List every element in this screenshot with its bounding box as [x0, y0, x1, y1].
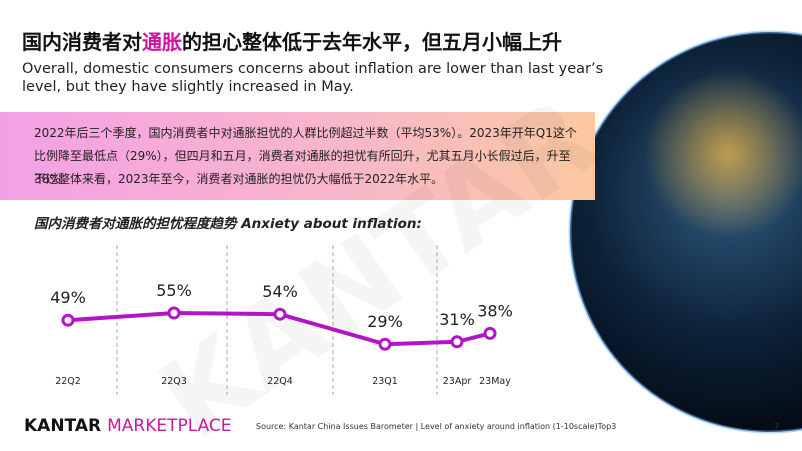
marker	[167, 306, 181, 320]
x-tick-label: 23Q1	[372, 376, 398, 387]
value-label: 55%	[156, 281, 192, 300]
watermark: KANTAR	[137, 73, 619, 451]
summary-text: 2022年后三个季度，国内消费者中对通胀担忧的人群比例超过半数（平均53%）。2…	[34, 126, 577, 186]
logo: KANTAR MARKETPLACE	[24, 416, 232, 436]
value-label: 49%	[50, 288, 86, 307]
x-tick-label: 22Q2	[55, 376, 81, 387]
subtitle: Overall, domestic consumers concerns abo…	[22, 61, 604, 95]
x-tick-label: 23Apr	[443, 376, 472, 387]
x-tick-label: 23May	[479, 376, 511, 387]
value-label: 38%	[477, 301, 513, 320]
x-tick-label: 22Q4	[267, 376, 293, 387]
globe-rim	[568, 30, 802, 434]
globe-lights	[620, 70, 802, 310]
marker	[450, 335, 464, 349]
value-label: 54%	[262, 282, 298, 301]
marker	[483, 326, 497, 340]
source: Source: Kantar China Issues Barometer | …	[256, 422, 616, 431]
marker	[273, 307, 287, 321]
summary-text: 不过整体来看，2023年至今，消费者对通胀的担忧仍大幅低于2022年水平。	[34, 172, 444, 186]
dividers	[116, 245, 438, 395]
page-number: 7	[774, 422, 779, 431]
marker	[378, 337, 392, 351]
summary-box: 2022年后三个季度，国内消费者中对通胀担忧的人群比例超过半数（平均53%）。2…	[0, 112, 595, 200]
value-label: 31%	[439, 310, 475, 329]
value-label: 29%	[367, 312, 403, 331]
chart-title: 国内消费者对通胀的担忧程度趋势 Anxiety about inflation:	[34, 216, 422, 232]
marker	[61, 313, 75, 327]
x-tick-label: 22Q3	[161, 376, 187, 387]
title: 国内消费者对通胀的担心整体低于去年水平，但五月小幅上升	[22, 30, 562, 54]
